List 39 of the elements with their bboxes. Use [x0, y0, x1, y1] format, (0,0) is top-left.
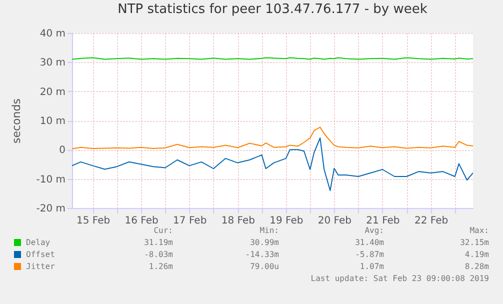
text: 79.00u — [250, 262, 279, 271]
legend-label: Offset — [26, 250, 55, 259]
text: Avg: — [364, 226, 384, 235]
y-tick-label: -20 m — [36, 204, 66, 214]
text: 8.28m — [464, 262, 489, 271]
text: -8.03m — [143, 250, 173, 259]
x-tick-label: 20 Feb — [318, 216, 352, 226]
text: Cur: — [152, 226, 173, 235]
text: 31.19m — [143, 238, 173, 247]
y-tick-label: 30 m — [40, 58, 66, 69]
y-tick-label: 0 — [59, 145, 66, 156]
legend-label: Jitter — [26, 262, 55, 271]
x-tick-label: 22 Feb — [414, 216, 448, 226]
text: 30.99m — [250, 238, 279, 247]
text: 4.19m — [464, 250, 489, 259]
text: -5.87m — [355, 250, 384, 259]
x-tick-label: 19 Feb — [270, 216, 304, 226]
x-tick-label: 18 Feb — [221, 216, 255, 226]
y-axis-title: seconds — [10, 98, 24, 144]
text: Last update: Sat Feb 23 09:00:08 2019 — [310, 274, 489, 283]
x-tick-label: 21 Feb — [366, 216, 400, 226]
text: 32.15m — [460, 238, 489, 247]
line-series — [72, 138, 473, 191]
line-series — [72, 126, 473, 150]
y-tick-label: 10 m — [40, 116, 66, 127]
text: 1.26m — [148, 262, 173, 271]
text: 31.40m — [355, 238, 384, 247]
text: 1.07m — [360, 262, 384, 271]
chart-title: NTP statistics for peer 103.47.76.177 - by week — [118, 2, 428, 17]
x-tick-label: 17 Feb — [173, 216, 207, 226]
text: Min: — [260, 226, 279, 235]
text: -14.33m — [245, 250, 279, 259]
y-tick-label: 20 m — [40, 86, 66, 98]
y-tick-label: -10 m — [36, 174, 66, 186]
y-tick-label: 40 m — [40, 28, 66, 40]
legend-label: Delay — [26, 238, 50, 247]
text: Max: — [470, 226, 489, 235]
x-tick-label: 15 Feb — [76, 216, 110, 226]
x-tick-label: 16 Feb — [124, 216, 158, 226]
